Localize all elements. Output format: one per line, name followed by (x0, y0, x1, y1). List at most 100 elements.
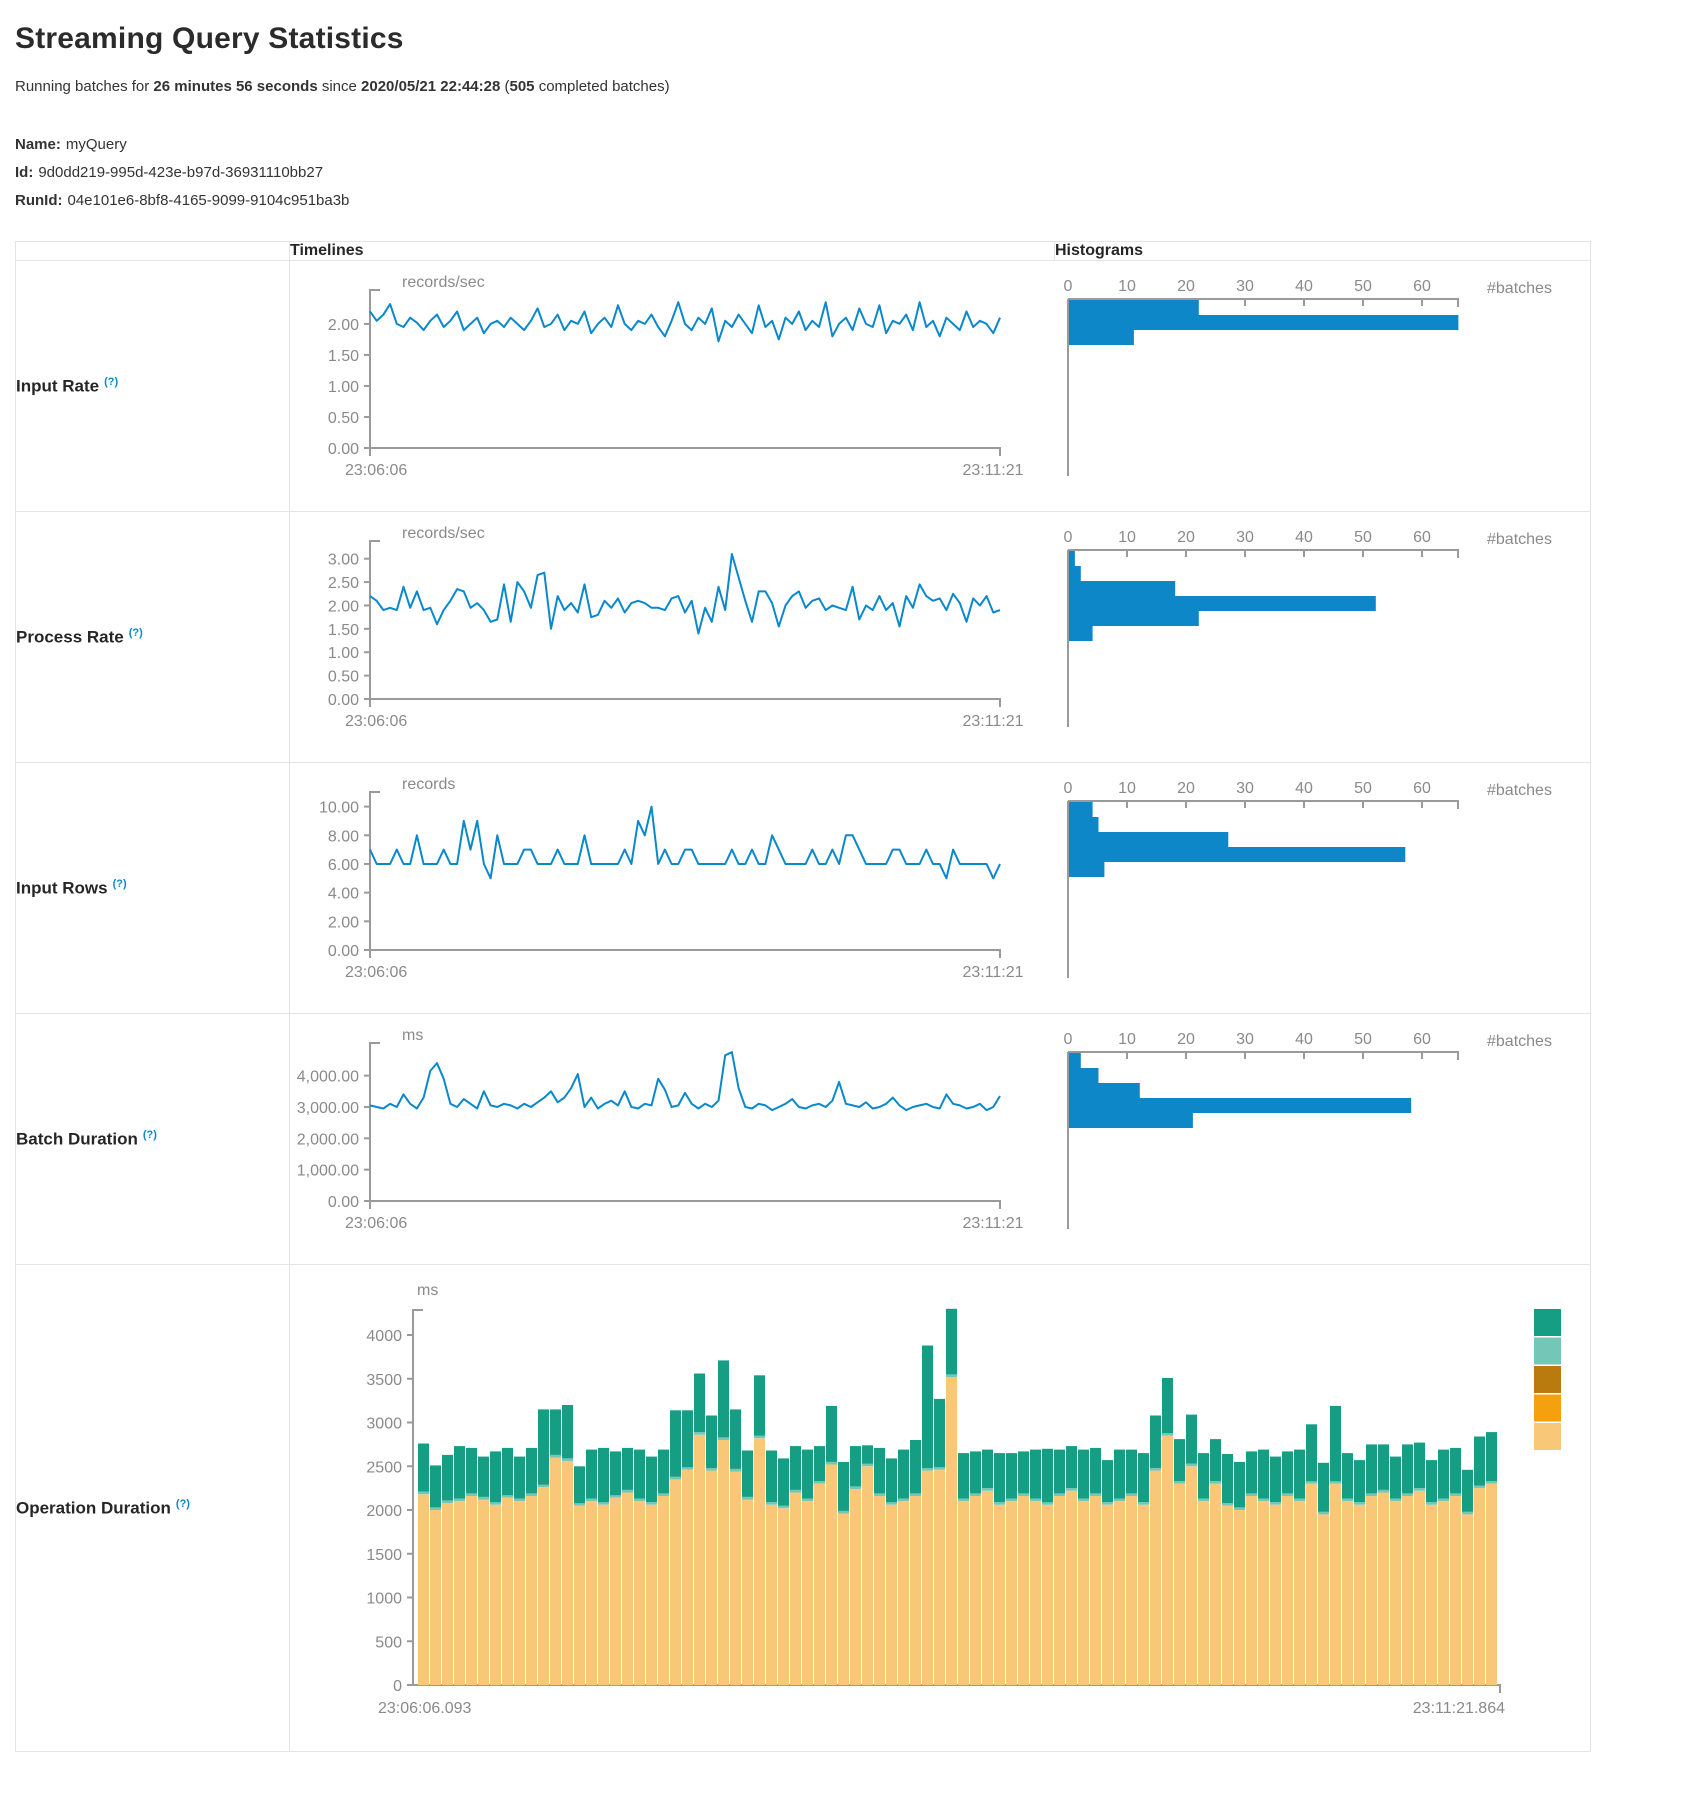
stacked-bar-segment (790, 1492, 801, 1685)
stacked-bar-segment (1486, 1483, 1497, 1686)
unit-label: records (402, 776, 455, 793)
timeline-line (369, 553, 1001, 635)
input-rows-histogram-chart: 0 10 20 30 40 50 60 #batches (1063, 780, 1552, 978)
stacked-bar-segment (1318, 1511, 1329, 1515)
input-rate-help-icon[interactable]: (?) (104, 375, 119, 388)
x-tick-label: 20 (1177, 780, 1195, 797)
stacked-bar-segment (646, 1504, 657, 1686)
y-tick-label: 0.00 (328, 943, 359, 960)
stacked-bar-segment (1138, 1504, 1149, 1686)
page: Streaming Query Statistics Running batch… (15, 22, 1591, 1752)
legend-swatch (1534, 1337, 1561, 1365)
stacked-bar-segment (1378, 1444, 1389, 1490)
x-tick-label: 50 (1354, 780, 1372, 797)
y-axis (369, 289, 380, 448)
query-id-value: 9d0dd219-995d-423e-b97d-36931110bb27 (38, 164, 324, 181)
operation-duration-help-icon[interactable]: (?) (175, 1497, 190, 1510)
stacked-bar-segment (946, 1308, 957, 1375)
stacked-bar-segment (1114, 1501, 1125, 1686)
legend-swatch (1534, 1394, 1561, 1422)
stacked-bar-segment (994, 1504, 1005, 1686)
stacked-bar-segment (1318, 1514, 1329, 1685)
stacked-bar-segment (694, 1432, 705, 1435)
stacked-bar-segment (778, 1508, 789, 1686)
stacked-bar-segment (838, 1510, 849, 1514)
x-tick-label: 20 (1177, 529, 1195, 546)
stacked-bar-segment (1462, 1469, 1473, 1512)
stacked-bar-segment (1246, 1493, 1257, 1496)
y-tick-label: 2500 (366, 1459, 402, 1476)
x-tick-label: 10 (1118, 1031, 1136, 1048)
stacked-bar-segment (1186, 1414, 1197, 1464)
stacked-bar-segment (550, 1457, 561, 1685)
stacked-bar-segment (766, 1450, 777, 1503)
stacked-bar-segment (742, 1450, 753, 1497)
y-tick-label: 1,000.00 (297, 1163, 359, 1180)
stacked-bar-segment (1246, 1451, 1257, 1494)
histogram-bar (1068, 847, 1405, 862)
stacked-bar-segment (574, 1503, 585, 1506)
input-rows-help-icon[interactable]: (?) (112, 877, 127, 890)
y-tick-label: 2.00 (328, 598, 359, 615)
stacked-bar-segment (1426, 1504, 1437, 1686)
stacked-bar-segment (418, 1491, 429, 1495)
stacked-bar-segment (1222, 1505, 1233, 1685)
batch-duration-histogram-chart: 0 10 20 30 40 50 60 #batches (1063, 1031, 1551, 1229)
stacked-bar-segment (1042, 1502, 1053, 1505)
stacked-bar-segment (1234, 1507, 1245, 1510)
stacked-bar-segment (814, 1481, 825, 1484)
stacked-bar-segment (454, 1446, 465, 1499)
running-duration: 26 minutes 56 seconds (153, 78, 318, 95)
stacked-bar-segment (1078, 1501, 1089, 1686)
stacked-bar-segment (1066, 1490, 1077, 1686)
stacked-bar-segment (1282, 1493, 1293, 1496)
timeline-line (369, 805, 1001, 880)
row-label-batch-duration: Batch Duration (?) (15, 1013, 290, 1265)
batch-duration-help-icon[interactable]: (?) (142, 1128, 157, 1141)
stacked-bar-segment (802, 1498, 813, 1502)
stacked-bar-segment (1258, 1449, 1269, 1499)
stacked-bar-segment (742, 1499, 753, 1685)
summary-prefix: Running batches for (15, 78, 154, 95)
stacked-bar-segment (1090, 1493, 1101, 1496)
y-tick-label: 3000 (366, 1416, 402, 1433)
stacked-bar-segment (1126, 1449, 1137, 1494)
stacked-bar-segment (850, 1446, 861, 1487)
y-axis (412, 1309, 423, 1685)
table-row-input-rate: Input Rate (?) records/sec 0.00 0.50 1.00 1.5… (15, 260, 1591, 512)
stacked-bar-segment (1186, 1463, 1197, 1467)
stacked-bar-segment (1294, 1501, 1305, 1686)
y-tick-label: 2.00 (328, 317, 359, 334)
stacked-bar-segment (850, 1489, 861, 1685)
process-rate-timeline-chart: records/sec 0.00 0.50 1.00 1.50 2.00 2.50 3.00 2… (328, 525, 1024, 730)
table-row-batch-duration: Batch Duration (?) ms 0.00 1,000.00 2,000.00… (15, 1013, 1591, 1265)
stacked-bar-segment (1258, 1498, 1269, 1502)
stacked-bar-segment (1402, 1444, 1413, 1494)
process-rate-help-icon[interactable]: (?) (128, 626, 143, 639)
stacked-bar-segment (1030, 1498, 1041, 1502)
stacked-bar-segment (598, 1502, 609, 1505)
stacked-bar-segment (430, 1510, 441, 1685)
x-axis-end-label: 23:11:21 (962, 964, 1023, 981)
stacked-bar-segment (910, 1440, 921, 1494)
stacked-bar-segment (1126, 1496, 1137, 1685)
stacked-bar-segment (706, 1468, 717, 1471)
stacked-bar-segment (742, 1496, 753, 1500)
unit-label: ms (417, 1282, 438, 1299)
stacked-bar-segment (1438, 1449, 1449, 1499)
stacked-bar-segment (682, 1467, 693, 1470)
legend-swatch (1534, 1423, 1561, 1450)
stacked-bar-segment (958, 1501, 969, 1686)
y-tick-label: 0 (393, 1678, 402, 1695)
stacked-bar-segment (1066, 1446, 1077, 1489)
y-tick-label: 0.50 (328, 669, 359, 686)
stacked-bar-segment (442, 1503, 453, 1685)
stacked-bar-segment (898, 1498, 909, 1502)
stacked-bar-segment (982, 1449, 993, 1489)
batches-axis-label: #batches (1487, 782, 1552, 799)
histogram-bar (1068, 1053, 1081, 1068)
y-tick-label: 2.50 (328, 575, 359, 592)
stacked-bar-segment (1270, 1456, 1281, 1503)
stacked-bar-segment (454, 1498, 465, 1502)
y-tick-label: 0.00 (328, 441, 359, 458)
